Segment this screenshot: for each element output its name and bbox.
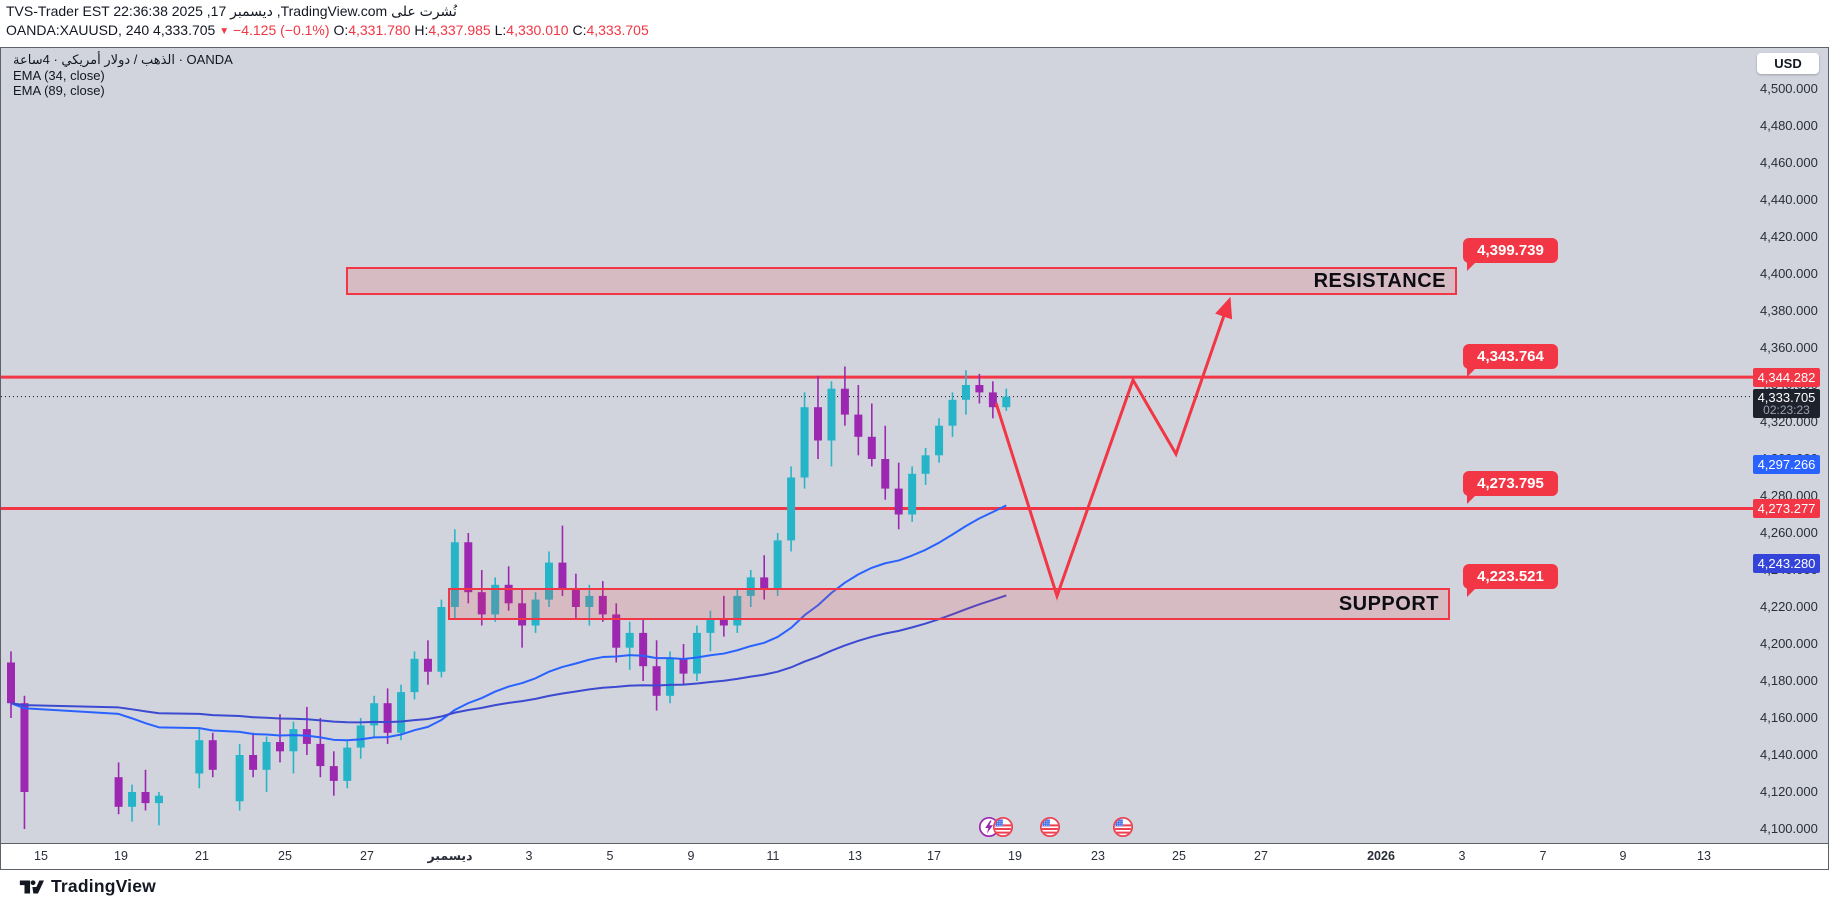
high-value: 4,337.985: [428, 22, 491, 38]
price-tag-ema89: 4,243.280: [1753, 554, 1820, 574]
resistance-zone[interactable]: RESISTANCE: [346, 267, 1457, 295]
price-tick: 4,380.000: [1760, 303, 1818, 318]
price-tag-red-line: 4,344.282: [1753, 367, 1820, 387]
legend-ema34[interactable]: EMA (34, close): [13, 67, 105, 83]
snapshot-header: TVS-Trader EST 22:36:38 2025 ,17 ديسمبر …: [0, 0, 1829, 47]
down-arrow-icon: ▼: [219, 26, 230, 37]
price-tick: 4,460.000: [1760, 155, 1818, 170]
time-axis-label: 9: [1619, 849, 1627, 863]
time-axis-label: 13: [848, 849, 862, 863]
symbol-ohlc-line: OANDA:XAUUSD, 240 4,333.705 ▼ −4.125 (−0…: [6, 22, 649, 38]
resistance-zone-label: RESISTANCE: [1313, 269, 1446, 292]
close-label: C:: [572, 22, 587, 38]
open-label: O:: [333, 22, 349, 38]
price-callout[interactable]: 4,399.739: [1463, 238, 1558, 271]
price-tick: 4,440.000: [1760, 192, 1818, 207]
price-tick: 4,140.000: [1760, 747, 1818, 762]
time-axis-label: 27: [1254, 849, 1268, 863]
snapshot-footer: TradingView: [0, 870, 1829, 903]
price-callout[interactable]: 4,223.521: [1463, 564, 1558, 597]
time-axis-label: 25: [1172, 849, 1186, 863]
time-axis-label: 21: [195, 849, 209, 863]
price-tick: 4,100.000: [1760, 821, 1818, 836]
time-axis-label: 3: [525, 849, 533, 863]
time-axis[interactable]: 15 19 21 25 27 ديسمبر 3 5 9 11 13 17 19 23 25 27 2026 3 7 9…: [0, 843, 1829, 870]
time-axis-label: 13: [1697, 849, 1711, 863]
price-tick: 4,160.000: [1760, 710, 1818, 725]
price-callout[interactable]: 4,273.795: [1463, 471, 1558, 504]
price-tick: 4,220.000: [1760, 599, 1818, 614]
price-change: −4.125 (−0.1%): [233, 22, 330, 38]
price-tick: 4,420.000: [1760, 229, 1818, 244]
publish-info-line: TVS-Trader EST 22:36:38 2025 ,17 ديسمبر …: [6, 3, 457, 20]
publish-prefix: نُشرت على: [391, 3, 457, 19]
publish-site: ,TradingView.com: [276, 3, 388, 19]
low-label: L:: [494, 22, 507, 38]
price-tick: 4,400.000: [1760, 266, 1818, 281]
time-axis-label: 19: [114, 849, 128, 863]
price-tick: 4,480.000: [1760, 118, 1818, 133]
time-axis-label: 17: [927, 849, 941, 863]
candlestick-canvas[interactable]: [1, 48, 1829, 844]
price-tick: 4,500.000: [1760, 81, 1818, 96]
time-axis-label: ديسمبر: [427, 849, 473, 863]
time-axis-label: 11: [766, 849, 780, 863]
us-flag-icon[interactable]: [1112, 816, 1134, 843]
tradingview-logo-icon: [19, 879, 44, 893]
price-callout[interactable]: 4,343.764: [1463, 344, 1558, 377]
us-flag-icon[interactable]: [1039, 816, 1061, 843]
time-axis-label: 15: [34, 849, 48, 863]
time-axis-label: 2026: [1367, 849, 1395, 863]
price-tick: 4,180.000: [1760, 673, 1818, 688]
price-tick: 4,200.000: [1760, 636, 1818, 651]
chart-legend: OANDA · الذهب / دولار أمريكي · 4ساعة EMA…: [13, 52, 233, 99]
time-axis-label: 5: [606, 849, 614, 863]
price-tag-red-line: 4,273.277: [1753, 498, 1820, 518]
time-axis-label: 19: [1008, 849, 1022, 863]
price-tag-last: 4,333.705 02:23:23: [1753, 389, 1820, 419]
price-tick: 4,260.000: [1760, 525, 1818, 540]
low-value: 4,330.010: [506, 22, 569, 38]
price-tick: 4,360.000: [1760, 340, 1818, 355]
price-tag-ema34: 4,297.266: [1753, 454, 1820, 474]
time-axis-label: 7: [1539, 849, 1547, 863]
bar-countdown: 02:23:23: [1763, 402, 1810, 417]
time-axis-label: 27: [360, 849, 374, 863]
time-axis-label: 25: [278, 849, 292, 863]
us-flag-icon[interactable]: [992, 816, 1014, 843]
open-value: 4,331.780: [348, 22, 411, 38]
legend-symbol-title[interactable]: OANDA · الذهب / دولار أمريكي · 4ساعة: [13, 52, 233, 67]
high-label: H:: [414, 22, 429, 38]
publish-month: ديسمبر: [230, 3, 273, 19]
time-axis-label: 9: [687, 849, 695, 863]
tradingview-logo-text: TradingView: [51, 876, 156, 896]
support-zone[interactable]: SUPPORT: [448, 588, 1450, 620]
price-tick: 4,120.000: [1760, 784, 1818, 799]
time-axis-label: 3: [1458, 849, 1466, 863]
legend-ema89[interactable]: EMA (89, close): [13, 83, 105, 98]
symbol-and-price: OANDA:XAUUSD, 240 4,333.705: [6, 22, 216, 38]
publish-datetime: TVS-Trader EST 22:36:38 2025 ,17: [6, 3, 227, 19]
support-zone-label: SUPPORT: [1338, 592, 1439, 615]
tradingview-logo[interactable]: TradingView: [18, 876, 156, 897]
chart-pane[interactable]: RESISTANCE SUPPORT OANDA · الذهب / دولار…: [0, 47, 1829, 843]
time-axis-label: 23: [1091, 849, 1105, 863]
currency-toggle-button[interactable]: USD: [1757, 53, 1819, 74]
close-value: 4,333.705: [586, 22, 649, 38]
